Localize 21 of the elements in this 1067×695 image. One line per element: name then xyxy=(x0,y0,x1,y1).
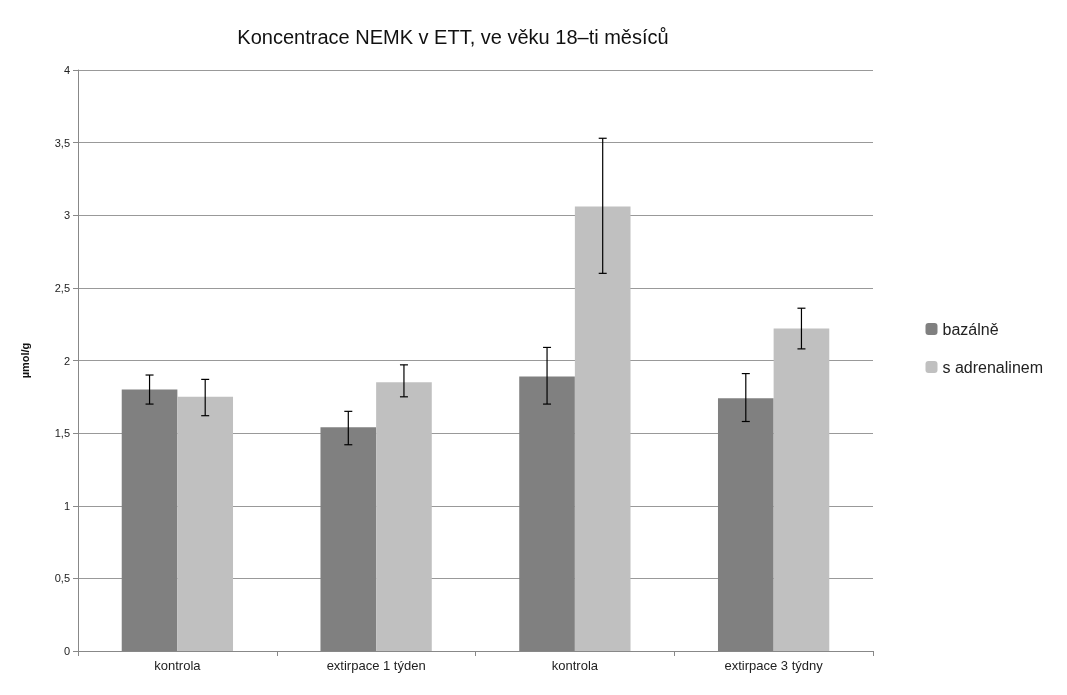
x-tick-label: extirpace 1 týden xyxy=(326,658,426,673)
x-tick-label: extirpace 3 týdny xyxy=(724,658,824,673)
bar xyxy=(376,382,432,651)
legend-label: bazálně xyxy=(942,320,999,338)
y-tick-label: 3 xyxy=(63,209,70,222)
bar xyxy=(773,328,830,651)
legend-label: s adrenalinem xyxy=(942,358,1043,376)
y-tick-label: 2 xyxy=(63,354,70,367)
chart-title: Koncentrace NEMK v ETT, ve věku 18–ti měsíců xyxy=(237,26,669,48)
x-tick-label: kontrola xyxy=(551,658,599,673)
y-tick-label: 1,5 xyxy=(54,427,70,440)
y-tick-label: 3,5 xyxy=(54,136,70,149)
bar xyxy=(177,396,234,651)
x-tick-label: kontrola xyxy=(154,658,202,673)
y-tick-label: 0 xyxy=(63,645,70,657)
y-tick-label: 4 xyxy=(63,64,70,76)
y-axis-title: µmol/g xyxy=(18,342,31,379)
y-tick-label: 0,5 xyxy=(54,572,70,585)
y-tick-label: 2,5 xyxy=(54,281,70,294)
y-tick-label: 1 xyxy=(63,499,70,512)
bar xyxy=(574,206,631,651)
